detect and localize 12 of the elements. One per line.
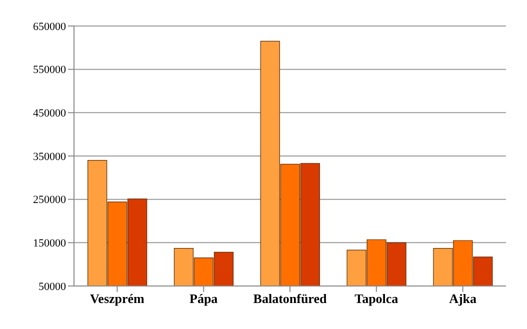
y-tick-label: 250000 xyxy=(33,194,66,206)
x-tick-label: Ajka xyxy=(449,291,478,306)
y-tick-label: 450000 xyxy=(33,108,66,120)
x-tick-label: Veszprém xyxy=(90,291,145,306)
x-tick-label: Balatonfüred xyxy=(253,291,328,306)
y-tick-label: 550000 xyxy=(33,64,66,76)
y-tick-label: 50000 xyxy=(38,280,66,293)
y-tick-label: 350000 xyxy=(33,150,66,163)
y-tick-label: 650000 xyxy=(33,20,66,33)
y-tick-label: 150000 xyxy=(33,238,66,250)
x-tick-label: Pápa xyxy=(190,291,218,306)
x-tick-label: Tapolca xyxy=(354,291,399,306)
